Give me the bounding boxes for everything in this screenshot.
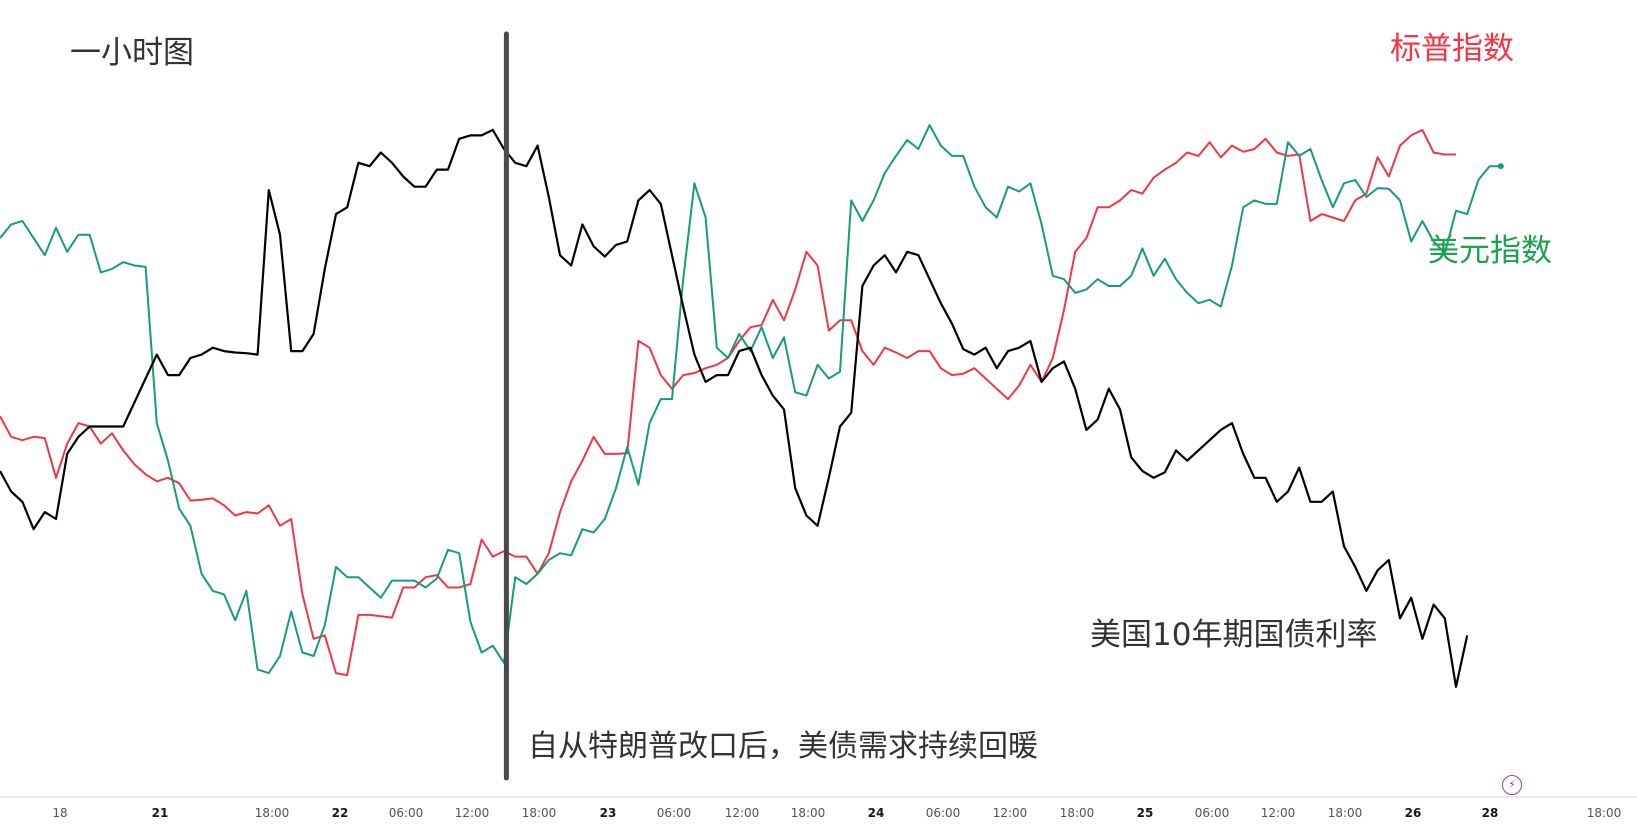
series-line-dollar-index	[0, 124, 1501, 675]
x-tick-label: 12:00	[725, 806, 760, 820]
x-tick-label: 23	[600, 806, 617, 820]
x-tick-label: 18:00	[255, 806, 290, 820]
x-tick-label: 18:00	[1587, 806, 1622, 820]
x-tick-label: 12:00	[1261, 806, 1296, 820]
time-axis[interactable]: 18 21 18:00 22 06:00 12:00 18:00 23 06:00 12:00 18…	[52, 806, 1621, 820]
x-tick-label: 06:00	[926, 806, 961, 820]
chart-title: 一小时图	[70, 35, 194, 71]
series-label-us10y: 美国10年期国债利率	[1090, 617, 1378, 653]
dxy-last-point	[1497, 163, 1504, 170]
series-line-us10y	[0, 128, 1469, 688]
x-tick-label: 26	[1405, 806, 1422, 820]
x-tick-label: 18:00	[522, 806, 557, 820]
series-label-sp500: 标普指数	[1390, 31, 1514, 67]
x-tick-label: 25	[1137, 806, 1154, 820]
x-tick-label: 22	[332, 806, 349, 820]
series-label-dollar-index: 美元指数	[1428, 233, 1552, 269]
annotation-note: 自从特朗普改口后，美债需求持续回暖	[528, 729, 1038, 764]
x-tick-label: 12:00	[455, 806, 490, 820]
series-lines	[0, 124, 1501, 688]
x-tick-label: 28	[1482, 806, 1499, 820]
x-tick-label: 24	[868, 806, 885, 820]
x-tick-label: 21	[152, 806, 169, 820]
x-tick-label: 18	[52, 806, 67, 820]
x-tick-label: 06:00	[389, 806, 424, 820]
x-tick-label: 18:00	[1060, 806, 1095, 820]
x-tick-label: 18:00	[1328, 806, 1363, 820]
lightning-icon[interactable]: ⚡	[1502, 775, 1522, 795]
x-tick-label: 12:00	[993, 806, 1028, 820]
x-tick-label: 18:00	[791, 806, 826, 820]
x-tick-label: 06:00	[657, 806, 692, 820]
x-tick-label: 06:00	[1195, 806, 1230, 820]
